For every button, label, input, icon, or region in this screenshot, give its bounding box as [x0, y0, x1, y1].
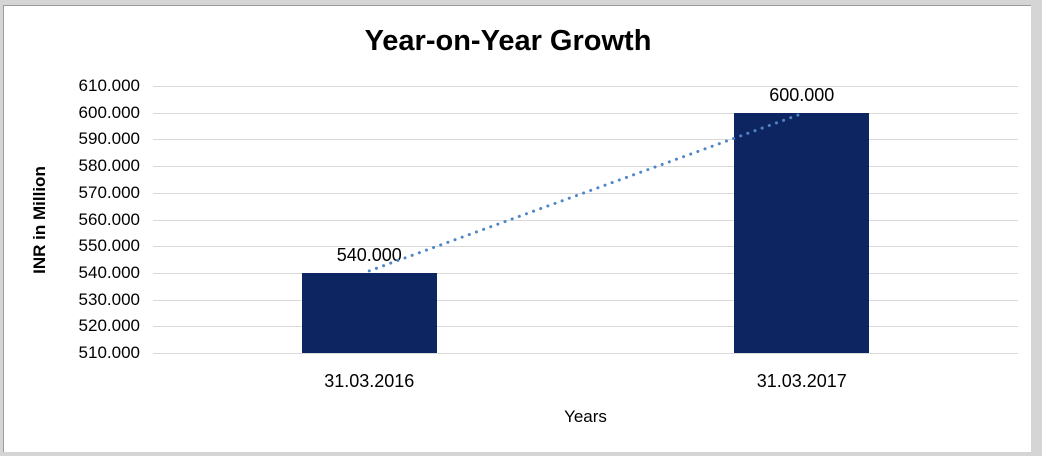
y-gridline	[153, 166, 1018, 168]
y-tick-label: 600.000	[78, 102, 140, 122]
x-tick-label: 31.03.2017	[756, 371, 847, 391]
y-tick-label: 510.000	[78, 343, 140, 362]
x-tick-label: 31.03.2016	[324, 371, 415, 391]
plot-area	[153, 86, 1018, 354]
y-gridline	[153, 272, 1018, 274]
y-gridline	[153, 192, 1018, 194]
y-gridline	[153, 246, 1018, 248]
y-tick-label: 540.000	[78, 262, 140, 282]
y-tick-label: 580.000	[78, 156, 140, 176]
chart-title: Year-on-Year Growth	[364, 25, 652, 57]
y-tick-label: 590.000	[78, 129, 140, 149]
y-tick-label: 610.000	[78, 76, 140, 95]
bar-value-label: 600.000	[769, 84, 835, 105]
y-tick-label: 560.000	[78, 209, 140, 229]
x-axis-title: Years	[564, 407, 607, 426]
bar-value-label: 540.000	[336, 244, 402, 265]
y-gridline	[153, 353, 1018, 354]
y-gridline	[153, 219, 1018, 221]
y-gridline	[153, 326, 1018, 328]
y-tick-label: 520.000	[78, 316, 140, 336]
y-gridline	[153, 139, 1018, 141]
y-gridline	[153, 86, 1018, 87]
y-gridline	[153, 112, 1018, 114]
y-gridline	[153, 299, 1018, 301]
y-tick-label: 530.000	[78, 289, 140, 309]
bar	[734, 112, 870, 353]
bar	[301, 272, 437, 353]
y-tick-label: 570.000	[78, 182, 140, 202]
y-tick-label: 550.000	[78, 236, 140, 256]
